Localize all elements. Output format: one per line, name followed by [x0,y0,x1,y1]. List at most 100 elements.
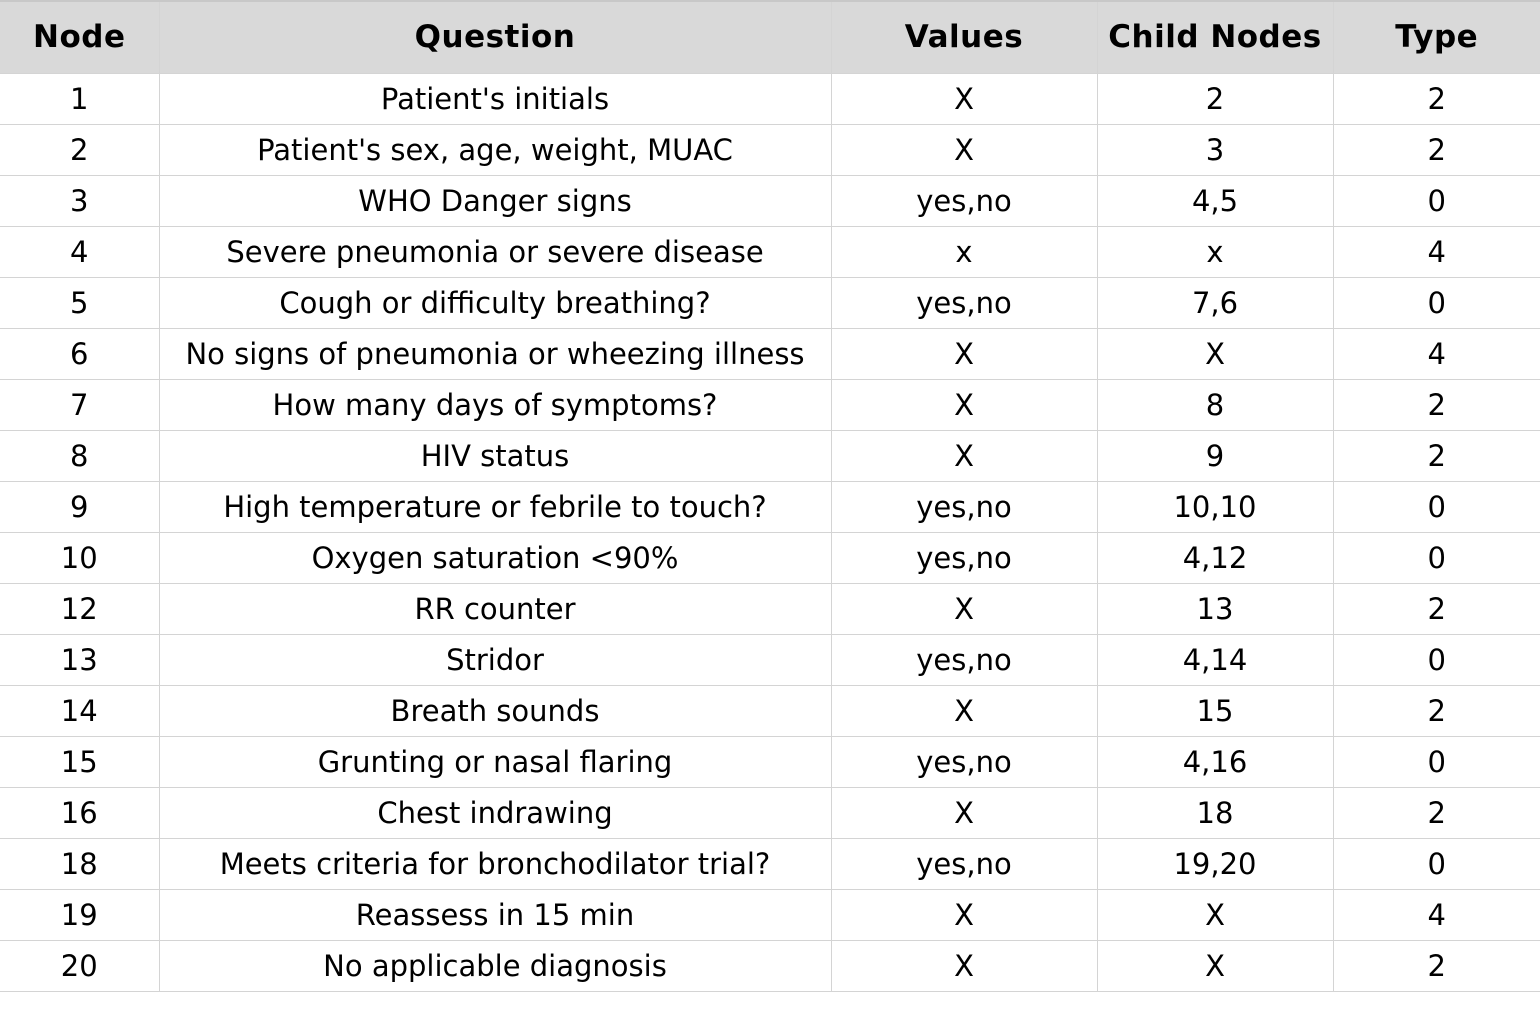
cell-values[interactable]: yes,no [830,531,1098,584]
cell-type[interactable]: 0 [1332,633,1540,686]
cell-child-nodes[interactable]: 8 [1096,378,1334,431]
cell-type[interactable]: 0 [1332,174,1540,227]
cell-node[interactable]: 20 [0,939,160,992]
cell-values[interactable]: yes,no [830,837,1098,890]
cell-type[interactable]: 0 [1332,531,1540,584]
cell-type[interactable]: 2 [1332,429,1540,482]
cell-question[interactable]: No signs of pneumonia or wheezing illnes… [158,327,832,380]
cell-values[interactable]: yes,no [830,480,1098,533]
cell-type[interactable]: 2 [1332,582,1540,635]
cell-question[interactable]: No applicable diagnosis [158,939,832,992]
cell-values[interactable]: X [830,123,1098,176]
cell-node[interactable]: 7 [0,378,160,431]
cell-node[interactable]: 3 [0,174,160,227]
cell-child-nodes[interactable]: X [1096,888,1334,941]
cell-values[interactable]: X [830,684,1098,737]
cell-values[interactable]: x [830,225,1098,278]
cell-values[interactable]: yes,no [830,633,1098,686]
cell-values[interactable]: X [830,888,1098,941]
cell-values[interactable]: X [830,939,1098,992]
cell-values[interactable]: X [830,582,1098,635]
column-header-child-nodes[interactable]: Child Nodes [1096,0,1334,74]
cell-type[interactable]: 2 [1332,123,1540,176]
cell-node[interactable]: 12 [0,582,160,635]
cell-values[interactable]: X [830,72,1098,125]
cell-type[interactable]: 4 [1332,225,1540,278]
cell-type[interactable]: 0 [1332,480,1540,533]
cell-child-nodes[interactable]: 4,16 [1096,735,1334,788]
cell-type[interactable]: 0 [1332,276,1540,329]
cell-node[interactable]: 16 [0,786,160,839]
cell-node[interactable]: 9 [0,480,160,533]
column-header-values[interactable]: Values [830,0,1098,74]
cell-question[interactable]: WHO Danger signs [158,174,832,227]
cell-question[interactable]: High temperature or febrile to touch? [158,480,832,533]
cell-values[interactable]: X [830,378,1098,431]
cell-type[interactable]: 0 [1332,735,1540,788]
cell-type[interactable]: 2 [1332,939,1540,992]
cell-node[interactable]: 19 [0,888,160,941]
cell-node[interactable]: 8 [0,429,160,482]
cell-node[interactable]: 15 [0,735,160,788]
cell-question[interactable]: Stridor [158,633,832,686]
cell-type[interactable]: 4 [1332,888,1540,941]
cell-question[interactable]: Breath sounds [158,684,832,737]
cell-child-nodes[interactable]: x [1096,225,1334,278]
column-header-type[interactable]: Type [1332,0,1540,74]
cell-type[interactable]: 2 [1332,72,1540,125]
cell-question[interactable]: Severe pneumonia or severe disease [158,225,832,278]
table-row: 14 Breath sounds X 15 2 [0,684,1540,737]
cell-question[interactable]: Grunting or nasal flaring [158,735,832,788]
cell-question[interactable]: Meets criteria for bronchodilator trial? [158,837,832,890]
cell-question[interactable]: Cough or difficulty breathing? [158,276,832,329]
cell-values[interactable]: yes,no [830,735,1098,788]
cell-values[interactable]: yes,no [830,174,1098,227]
table-row: 20 No applicable diagnosis X X 2 [0,939,1540,992]
cell-child-nodes[interactable]: 15 [1096,684,1334,737]
cell-child-nodes[interactable]: X [1096,327,1334,380]
cell-child-nodes[interactable]: 4,12 [1096,531,1334,584]
cell-type[interactable]: 2 [1332,786,1540,839]
cell-child-nodes[interactable]: 7,6 [1096,276,1334,329]
cell-question[interactable]: Chest indrawing [158,786,832,839]
cell-question[interactable]: How many days of symptoms? [158,378,832,431]
cell-child-nodes[interactable]: X [1096,939,1334,992]
cell-node[interactable]: 18 [0,837,160,890]
cell-child-nodes[interactable]: 9 [1096,429,1334,482]
cell-type[interactable]: 2 [1332,378,1540,431]
table-row: 1 Patient's initials X 2 2 [0,72,1540,125]
cell-node[interactable]: 2 [0,123,160,176]
cell-child-nodes[interactable]: 13 [1096,582,1334,635]
cell-child-nodes[interactable]: 4,5 [1096,174,1334,227]
cell-child-nodes[interactable]: 10,10 [1096,480,1334,533]
table-row: 9 High temperature or febrile to touch? ye… [0,480,1540,533]
cell-values[interactable]: X [830,786,1098,839]
cell-child-nodes[interactable]: 18 [1096,786,1334,839]
cell-question[interactable]: RR counter [158,582,832,635]
cell-type[interactable]: 4 [1332,327,1540,380]
cell-values[interactable]: yes,no [830,276,1098,329]
cell-type[interactable]: 0 [1332,837,1540,890]
cell-question[interactable]: HIV status [158,429,832,482]
cell-question[interactable]: Reassess in 15 min [158,888,832,941]
cell-values[interactable]: X [830,327,1098,380]
cell-node[interactable]: 5 [0,276,160,329]
cell-child-nodes[interactable]: 2 [1096,72,1334,125]
cell-node[interactable]: 14 [0,684,160,737]
cell-question[interactable]: Patient's sex, age, weight, MUAC [158,123,832,176]
cell-node[interactable]: 1 [0,72,160,125]
cell-values[interactable]: X [830,429,1098,482]
cell-question[interactable]: Patient's initials [158,72,832,125]
cell-child-nodes[interactable]: 3 [1096,123,1334,176]
column-header-question[interactable]: Question [158,0,832,74]
cell-child-nodes[interactable]: 19,20 [1096,837,1334,890]
cell-node[interactable]: 6 [0,327,160,380]
cell-child-nodes[interactable]: 4,14 [1096,633,1334,686]
cell-question[interactable]: Oxygen saturation <90% [158,531,832,584]
cell-node[interactable]: 10 [0,531,160,584]
column-header-node[interactable]: Node [0,0,160,74]
cell-type[interactable]: 2 [1332,684,1540,737]
header-row: Node Question Values Child Nodes Type [0,0,1540,74]
cell-node[interactable]: 13 [0,633,160,686]
cell-node[interactable]: 4 [0,225,160,278]
